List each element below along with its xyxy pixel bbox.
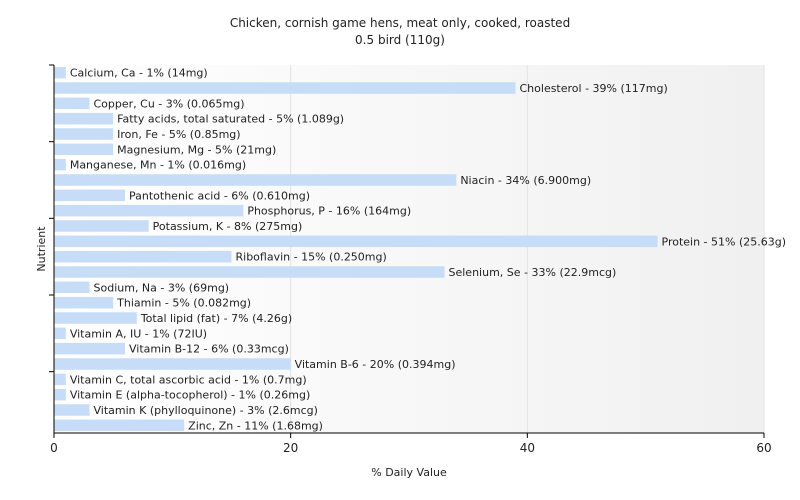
bar-label: Thiamin - 5% (0.082mg) — [116, 297, 251, 310]
bar — [54, 204, 244, 217]
bar — [54, 327, 66, 340]
bar-label: Calcium, Ca - 1% (14mg) — [70, 67, 208, 80]
bar-label: Sodium, Na - 3% (69mg) — [94, 281, 230, 294]
bar-label: Pantothenic acid - 6% (0.610mg) — [129, 189, 310, 202]
bar-label: Vitamin C, total ascorbic acid - 1% (0.7… — [70, 373, 307, 386]
chart-subtitle: 0.5 bird (110g) — [355, 33, 445, 47]
bar-label: Potassium, K - 8% (275mg) — [153, 220, 303, 233]
chart-title: Chicken, cornish game hens, meat only, c… — [229, 16, 571, 30]
bar-label: Vitamin K (phylloquinone) - 3% (2.6mcg) — [94, 404, 318, 417]
bar-label: Zinc, Zn - 11% (1.68mg) — [188, 419, 323, 432]
bar-label: Vitamin B-12 - 6% (0.33mcg) — [129, 343, 289, 356]
bar-label: Phosphorus, P - 16% (164mg) — [247, 205, 411, 218]
bar-label: Vitamin E (alpha-tocopherol) - 1% (0.26m… — [70, 389, 310, 402]
bar — [54, 112, 114, 125]
bar-label: Manganese, Mn - 1% (0.016mg) — [70, 159, 246, 172]
bar-label: Total lipid (fat) - 7% (4.26g) — [140, 312, 292, 325]
bar — [54, 128, 114, 140]
bar-label: Riboflavin - 15% (0.250mg) — [236, 251, 387, 264]
bar-label: Copper, Cu - 3% (0.065mg) — [94, 97, 245, 110]
x-tick-label: 60 — [756, 441, 771, 455]
x-tick-label: 0 — [50, 441, 58, 455]
bar — [54, 97, 90, 110]
bar-label: Selenium, Se - 33% (22.9mcg) — [449, 266, 617, 279]
bar — [54, 189, 125, 202]
bar-label: Fatty acids, total saturated - 5% (1.089… — [117, 113, 344, 126]
x-tick-label: 40 — [520, 441, 535, 455]
bar — [54, 388, 66, 401]
bar — [54, 82, 516, 94]
x-axis-label: % Daily Value — [371, 466, 447, 479]
bar-label: Vitamin A, IU - 1% (72IU) — [70, 327, 207, 340]
bar — [54, 158, 66, 171]
bar — [54, 358, 291, 370]
bar — [54, 404, 90, 416]
bar — [54, 266, 445, 278]
y-axis-label: Nutrient — [35, 226, 48, 272]
bar — [54, 220, 149, 232]
bar-label: Niacin - 34% (6.900mg) — [460, 174, 591, 187]
bar — [54, 373, 66, 386]
bar-label: Iron, Fe - 5% (0.85mg) — [117, 128, 240, 141]
x-tick-label: 20 — [283, 441, 298, 455]
bar — [54, 235, 658, 248]
bar — [54, 281, 90, 294]
bar — [54, 342, 125, 355]
plot-background — [54, 65, 764, 433]
bar — [54, 419, 185, 432]
bar — [54, 296, 114, 309]
bar-label: Protein - 51% (25.63g) — [662, 235, 787, 248]
bar-label: Vitamin B-6 - 20% (0.394mg) — [295, 358, 456, 371]
bar — [54, 143, 114, 156]
bar — [54, 66, 66, 79]
bar — [54, 174, 457, 186]
bar — [54, 312, 137, 324]
bar-label: Magnesium, Mg - 5% (21mg) — [117, 143, 276, 156]
bar — [54, 250, 232, 263]
bar-label: Cholesterol - 39% (117mg) — [520, 82, 668, 95]
